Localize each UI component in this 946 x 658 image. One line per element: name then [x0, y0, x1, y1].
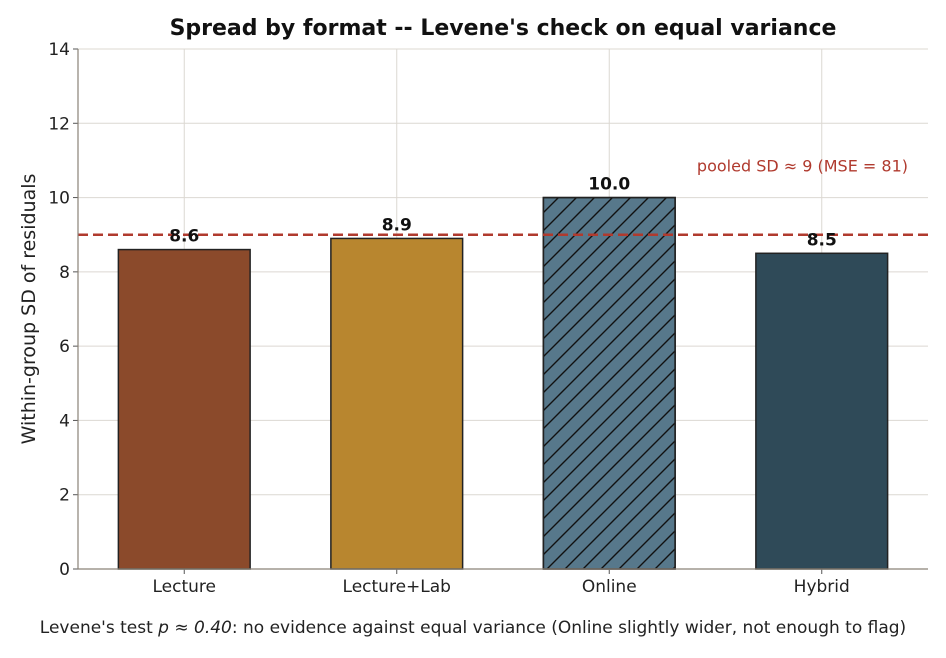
x-tick-label: Lecture+Lab	[343, 577, 451, 597]
bar-hatch-overlay	[542, 196, 676, 570]
axes: 0 2 4 6 8 10 12 14 Lecture Lecture+Lab Online Hybri…	[48, 40, 928, 597]
y-axis-label: Within-group SD of residuals	[18, 174, 40, 445]
y-tick-label: 14	[48, 40, 70, 60]
chart-title: Spread by format -- Levene's check on eq…	[170, 16, 837, 41]
footnote-prefix: Levene's test	[39, 618, 159, 638]
x-tick-label: Lecture	[153, 577, 217, 597]
footnote: Levene's test p ≈ 0.40: no evidence agai…	[0, 618, 946, 638]
value-labels: 8.6 8.9 10.0 8.5	[169, 175, 837, 251]
y-tick-label: 2	[59, 486, 70, 506]
y-tick-label: 6	[59, 337, 70, 357]
bar-lecture	[117, 248, 251, 570]
bar-value-label: 8.5	[807, 230, 837, 250]
bar-hybrid	[755, 252, 889, 570]
footnote-stat: p ≈ 0.40	[158, 618, 232, 638]
y-tick-label: 0	[59, 560, 70, 580]
bar-value-label: 10.0	[588, 175, 630, 195]
bar-value-label: 8.9	[382, 215, 412, 235]
x-tick-label: Hybrid	[794, 577, 850, 597]
bar-lecture-lab	[330, 237, 464, 570]
x-tick-label: Online	[582, 577, 637, 597]
bar-value-label: 8.6	[169, 227, 199, 247]
y-tick-label: 12	[48, 114, 70, 134]
pooled-sd-annotation: pooled SD ≈ 9 (MSE = 81)	[697, 157, 908, 176]
bars	[117, 196, 889, 570]
y-tick-label: 4	[59, 411, 70, 431]
reference-line-group: pooled SD ≈ 9 (MSE = 81)	[78, 157, 928, 236]
y-tick-label: 10	[48, 189, 70, 209]
footnote-suffix: : no evidence against equal variance (On…	[231, 618, 907, 638]
y-tick-label: 8	[59, 263, 70, 283]
